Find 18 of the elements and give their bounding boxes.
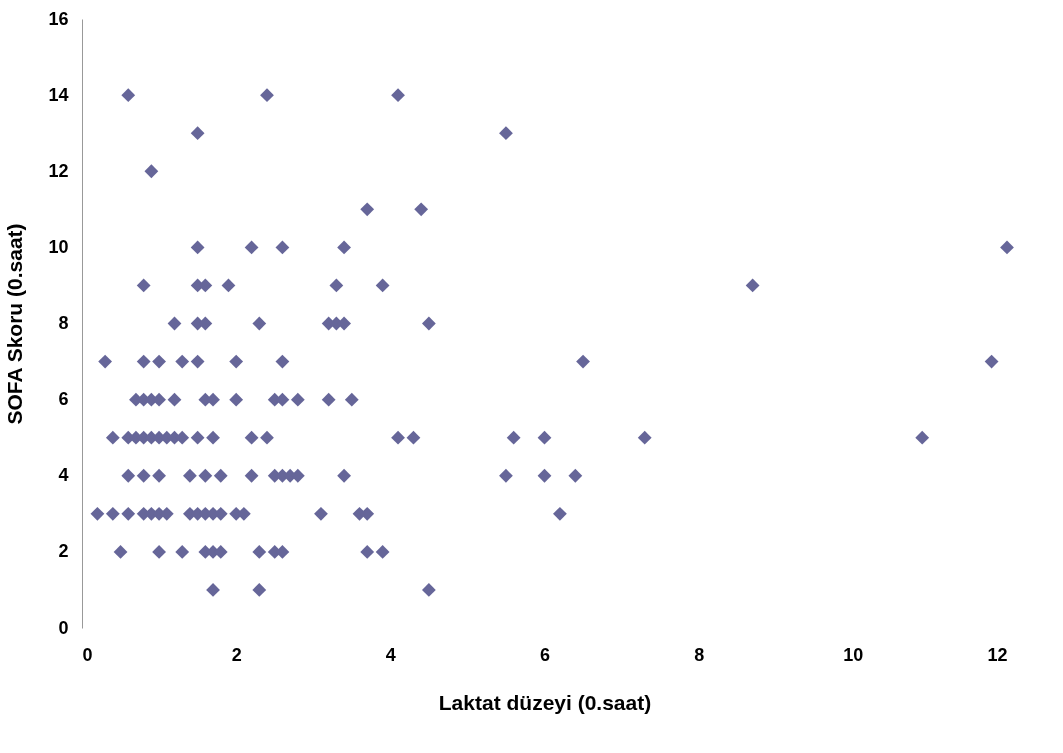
x-tick-label: 2 <box>231 644 242 665</box>
x-tick-label: 0 <box>82 644 93 665</box>
x-tick-label: 8 <box>694 644 705 665</box>
y-tick-label: 8 <box>58 313 69 333</box>
y-axis-title: SOFA Skoru (0.saat) <box>3 223 27 425</box>
x-axis-title: Laktat düzeyi (0.saat) <box>438 690 652 714</box>
y-tick-label: 16 <box>48 8 69 29</box>
x-tick-label: 10 <box>843 644 864 665</box>
y-tick-label: 14 <box>48 84 69 105</box>
y-tick-label: 12 <box>48 160 69 181</box>
x-tick-label: 12 <box>987 644 1008 665</box>
x-tick-label: 4 <box>385 644 396 665</box>
y-tick-label: 4 <box>58 465 69 486</box>
y-tick-label: 6 <box>58 389 69 410</box>
y-tick-label: 2 <box>58 541 69 562</box>
x-tick-label: 6 <box>539 644 551 665</box>
y-tick-label: 10 <box>48 236 69 257</box>
y-tick-label: 0 <box>58 617 69 638</box>
